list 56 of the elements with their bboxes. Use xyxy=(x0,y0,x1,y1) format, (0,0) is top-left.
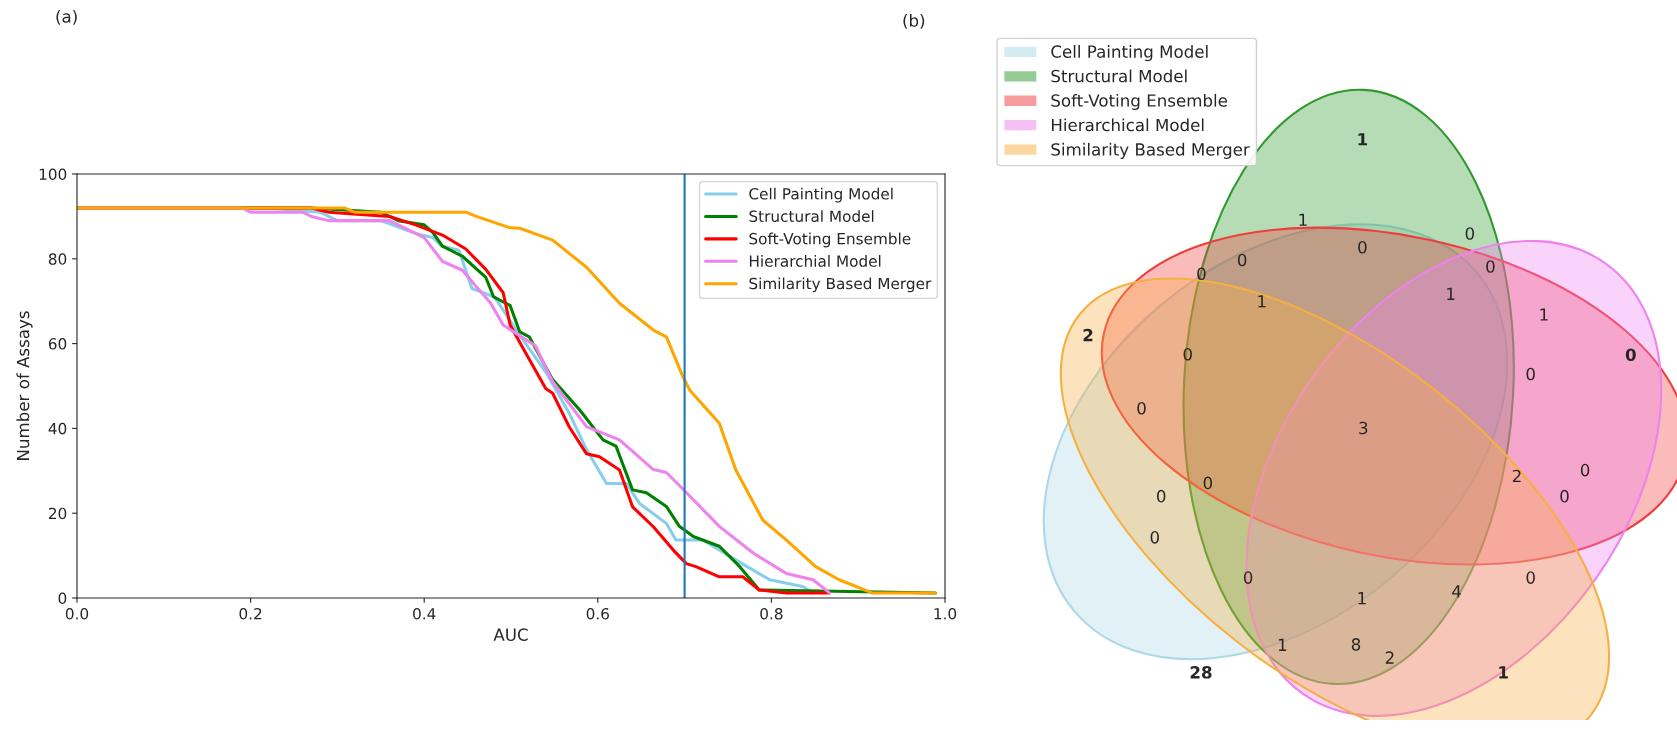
y-tick-label: 0 xyxy=(58,592,67,605)
legend-label: Soft-Voting Ensemble xyxy=(1051,93,1228,111)
text: 1 xyxy=(1358,592,1366,605)
chart-title: (a) xyxy=(56,9,77,25)
text: 2 xyxy=(1512,469,1521,483)
text: 1 xyxy=(1358,133,1368,146)
text: 1 xyxy=(1499,666,1508,679)
text: 0 xyxy=(1580,463,1590,477)
legend-label: Hierarchial Model xyxy=(749,255,881,267)
text: 0 xyxy=(1237,253,1247,267)
x-tick-label: 0.8 xyxy=(760,607,783,620)
x-tick-label: 0.2 xyxy=(239,607,262,620)
y-tick-label: 80 xyxy=(48,253,67,265)
text: 1 xyxy=(1540,308,1548,321)
text: 0 xyxy=(1137,402,1146,415)
text: 0 xyxy=(1150,531,1159,544)
x-tick-label: 0.0 xyxy=(65,607,89,620)
text: 8 xyxy=(1351,638,1361,651)
text: 1 xyxy=(1278,638,1287,651)
x-tick-label: 0.4 xyxy=(413,607,436,620)
text: 1 xyxy=(1299,213,1307,226)
legend-label: Structural Model xyxy=(1051,69,1187,83)
y-tick-label: 20 xyxy=(48,507,67,520)
text: 0 xyxy=(1526,571,1535,584)
text: 0 xyxy=(1625,348,1636,362)
text: 1 xyxy=(1258,295,1266,308)
legend-label: Similarity Based Merger xyxy=(749,277,932,293)
legend-label: Soft-Voting Ensemble xyxy=(749,232,911,248)
y-tick-label: 40 xyxy=(48,422,67,435)
text: 2 xyxy=(1083,328,1093,342)
legend-label: Structural Model xyxy=(749,210,874,222)
legend-label: Cell Painting Model xyxy=(1051,45,1208,62)
text: 0 xyxy=(1183,348,1192,361)
legend-label: Hierarchical Model xyxy=(1051,118,1204,132)
text: 0 xyxy=(1358,240,1367,254)
x-tick-label: 1.0 xyxy=(934,607,957,620)
text: 0 xyxy=(1203,476,1213,490)
text: 0 xyxy=(1157,489,1166,503)
text: 2 xyxy=(1385,651,1394,664)
y-axis-title: Number of Assays xyxy=(16,311,33,460)
text: 4 xyxy=(1452,585,1461,598)
text: (b) xyxy=(903,13,925,29)
text: 0 xyxy=(1560,489,1569,503)
legend-label: Similarity Based Merger xyxy=(1051,142,1250,159)
y-tick-label: 100 xyxy=(39,168,67,181)
text: 1 xyxy=(1447,287,1455,300)
text: 3 xyxy=(1359,421,1368,435)
text: 0 xyxy=(1486,260,1495,273)
text: 28 xyxy=(1190,666,1212,679)
legend-label: Cell Painting Model xyxy=(749,187,893,203)
text: 0 xyxy=(1243,571,1253,584)
x-axis-title: AUC xyxy=(493,628,528,641)
x-tick-label: 0.6 xyxy=(586,607,609,620)
text: 0 xyxy=(1526,367,1535,381)
text: 0 xyxy=(1465,227,1475,240)
y-tick-label: 60 xyxy=(48,338,67,350)
